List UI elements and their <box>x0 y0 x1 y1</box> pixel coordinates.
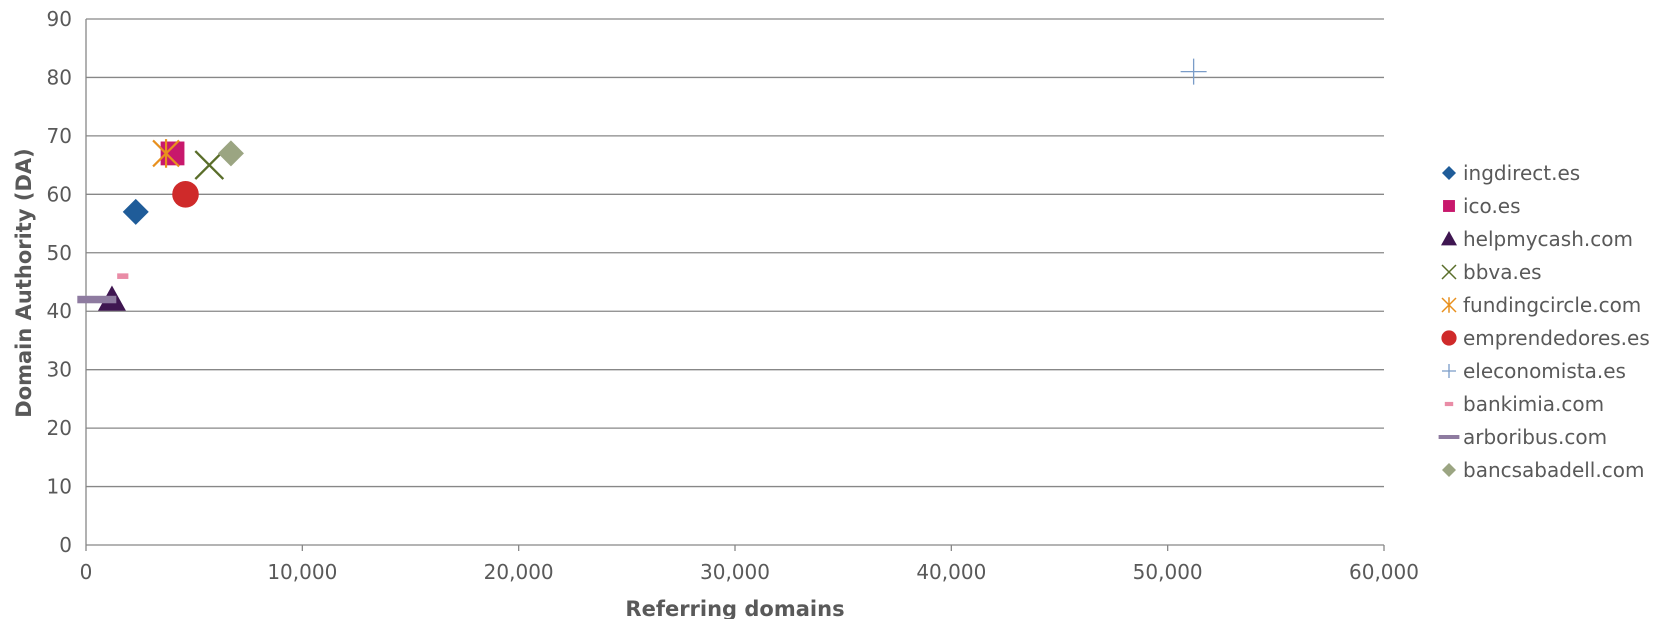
legend-label: bancsabadell.com <box>1463 458 1644 482</box>
y-tick-label: 70 <box>47 124 72 148</box>
legend-label: emprendedores.es <box>1463 326 1650 350</box>
legend-marker <box>1443 200 1455 212</box>
legend-label: bankimia.com <box>1463 392 1604 416</box>
legend-marker <box>1438 435 1460 439</box>
data-point <box>117 273 129 279</box>
y-tick-label: 30 <box>47 358 72 382</box>
y-tick-label: 20 <box>47 416 72 440</box>
y-axis-title: Domain Authority (DA) <box>12 148 36 417</box>
x-tick-label: 50,000 <box>1133 560 1203 584</box>
x-axis-title: Referring domains <box>625 597 844 619</box>
y-tick-label: 60 <box>47 182 72 206</box>
y-tick-label: 10 <box>47 475 72 499</box>
x-tick-label: 40,000 <box>916 560 986 584</box>
legend-label: arboribus.com <box>1463 425 1607 449</box>
legend-marker <box>1442 463 1456 477</box>
legend: ingdirect.es ico.es helpmycash.com bbva.es f… <box>1438 161 1650 482</box>
legend-entry: helpmycash.com <box>1441 227 1633 251</box>
x-tick-label: 20,000 <box>484 560 554 584</box>
gridlines <box>86 18 1384 488</box>
legend-entry: arboribus.com <box>1438 425 1607 449</box>
legend-entry: bbva.es <box>1441 260 1542 284</box>
y-tick-label: 80 <box>47 65 72 89</box>
data-point <box>152 139 180 168</box>
legend-label: fundingcircle.com <box>1463 293 1641 317</box>
legend-marker <box>1441 330 1457 346</box>
data-point <box>194 150 225 180</box>
legend-entry: bancsabadell.com <box>1442 458 1644 482</box>
y-tick-label: 40 <box>47 299 72 323</box>
y-tick-label: 0 <box>59 533 72 557</box>
legend-entry: eleconomista.es <box>1442 359 1626 383</box>
legend-label: helpmycash.com <box>1463 227 1633 251</box>
data-point <box>1180 58 1207 85</box>
axes <box>85 19 1385 551</box>
legend-entry: fundingcircle.com <box>1441 293 1641 317</box>
x-tick-label: 30,000 <box>700 560 770 584</box>
legend-marker <box>1444 401 1454 407</box>
legend-label: bbva.es <box>1463 260 1542 284</box>
tick-labels: 0 10 20 30 40 50 60 70 80 90 0 10,000 20,000 30,000 40… <box>47 7 1419 584</box>
legend-entry: ingdirect.es <box>1442 161 1580 185</box>
data-point <box>160 141 185 166</box>
data-point <box>217 140 244 167</box>
legend-label: ico.es <box>1463 194 1521 218</box>
legend-marker <box>1442 166 1456 180</box>
legend-entry: bankimia.com <box>1444 392 1604 416</box>
legend-marker <box>1441 231 1457 246</box>
y-tick-label: 50 <box>47 241 72 265</box>
y-tick-label: 90 <box>47 7 72 31</box>
legend-label: ingdirect.es <box>1463 161 1580 185</box>
legend-entry: emprendedores.es <box>1441 326 1650 350</box>
legend-label: eleconomista.es <box>1463 359 1626 383</box>
x-tick-label: 10,000 <box>267 560 337 584</box>
legend-entry: ico.es <box>1443 194 1521 218</box>
data-points <box>77 58 1207 311</box>
legend-marker <box>1441 264 1457 280</box>
data-point <box>122 198 149 225</box>
legend-marker <box>1441 297 1457 313</box>
x-tick-label: 60,000 <box>1349 560 1419 584</box>
data-point <box>77 295 117 304</box>
x-tick-label: 0 <box>80 560 93 584</box>
legend-marker <box>1442 364 1456 378</box>
data-point <box>172 181 199 208</box>
